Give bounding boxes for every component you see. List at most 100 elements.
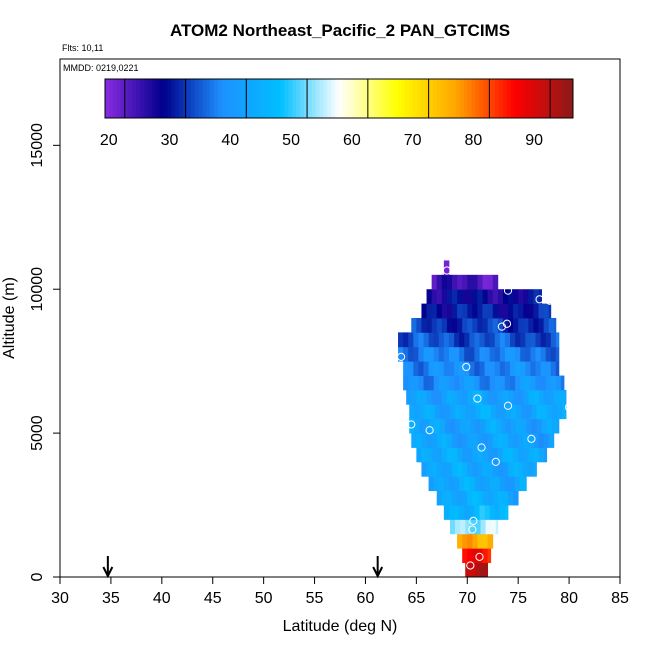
colorbar-swatch bbox=[210, 79, 215, 118]
sample-point bbox=[468, 525, 477, 534]
colorbar-tick-label: 60 bbox=[343, 132, 361, 149]
colorbar-swatch bbox=[374, 79, 379, 118]
colorbar-swatch bbox=[522, 79, 527, 118]
heatmap-cell bbox=[454, 375, 460, 391]
heatmap-cell bbox=[528, 303, 534, 319]
colorbar-swatch bbox=[190, 79, 196, 118]
heatmap-cell bbox=[475, 418, 481, 434]
sample-point bbox=[396, 352, 406, 361]
colorbar-swatch bbox=[186, 79, 192, 118]
colorbar-swatch bbox=[393, 79, 398, 118]
heatmap-cell bbox=[518, 303, 524, 319]
heatmap-cell bbox=[553, 318, 557, 333]
heatmap-cell bbox=[518, 289, 524, 305]
heatmap-cell bbox=[541, 418, 548, 434]
heatmap-cell bbox=[502, 490, 509, 506]
heatmap-cell bbox=[546, 418, 553, 434]
heatmap-cell bbox=[535, 361, 541, 376]
heatmap-cell bbox=[489, 505, 496, 520]
heatmap-cell bbox=[452, 433, 458, 448]
heatmap-cell bbox=[504, 361, 511, 376]
heatmap-cell bbox=[531, 418, 537, 434]
heatmap-cell bbox=[441, 303, 448, 319]
heatmap-cell bbox=[523, 447, 529, 463]
heatmap-cell bbox=[474, 332, 480, 348]
colorbar-swatch bbox=[264, 79, 270, 118]
sample-point bbox=[503, 286, 513, 295]
colorbar-swatch bbox=[194, 79, 200, 118]
heatmap-cell bbox=[465, 404, 471, 420]
heatmap-cell bbox=[439, 404, 446, 420]
heatmap-cell bbox=[513, 490, 519, 506]
heatmap-cell bbox=[431, 447, 438, 463]
heatmap-cell bbox=[484, 375, 491, 391]
heatmap-cell bbox=[436, 490, 443, 506]
colorbar-swatch bbox=[530, 79, 535, 118]
heatmap-cell bbox=[540, 332, 547, 348]
heatmap-cell bbox=[525, 375, 531, 391]
heatmap-cell bbox=[555, 332, 560, 348]
heatmap-cell bbox=[487, 461, 494, 477]
heatmap-cell bbox=[520, 361, 526, 376]
colorbar-swatch bbox=[436, 79, 441, 118]
colorbar-swatch bbox=[565, 79, 570, 118]
heatmap-cell bbox=[533, 447, 539, 463]
colorbar-swatch bbox=[155, 79, 161, 118]
heatmap-cell bbox=[452, 447, 458, 463]
heatmap-cell bbox=[472, 433, 478, 448]
heatmap-cell bbox=[474, 361, 480, 376]
heatmap-cell bbox=[431, 433, 438, 448]
heatmap-cell bbox=[477, 533, 483, 549]
heatmap-cell bbox=[452, 461, 458, 477]
heatmap-cell bbox=[464, 375, 470, 391]
heatmap-cell bbox=[489, 332, 496, 348]
heatmap-cell bbox=[457, 490, 463, 506]
heatmap-cell bbox=[494, 505, 501, 520]
heatmap-cell bbox=[460, 418, 466, 434]
colorbar-swatch bbox=[249, 79, 254, 118]
heatmap-cell bbox=[470, 404, 476, 420]
heatmap-cell bbox=[428, 361, 435, 376]
x-tick-label: 60 bbox=[357, 590, 375, 607]
heatmap-cell bbox=[433, 346, 440, 362]
heatmap-cell bbox=[497, 303, 504, 319]
heatmap-cell bbox=[500, 404, 507, 420]
heatmap-cell bbox=[428, 476, 435, 492]
heatmap-cell bbox=[431, 318, 438, 333]
heatmap-cell bbox=[502, 447, 509, 463]
heatmap-cell bbox=[426, 318, 433, 333]
heatmap-cell bbox=[523, 461, 529, 477]
heatmap-cell bbox=[469, 332, 475, 348]
heatmap-cell bbox=[551, 404, 558, 420]
colorbar-swatch bbox=[120, 79, 125, 118]
heatmap-cell bbox=[446, 318, 453, 333]
colorbar-swatch bbox=[167, 79, 172, 118]
heatmap-cell bbox=[508, 289, 514, 305]
heatmap-cell bbox=[433, 332, 440, 348]
heatmap-cell bbox=[464, 361, 470, 376]
heatmap-cell bbox=[477, 447, 483, 463]
heatmap-cell bbox=[472, 548, 478, 564]
heatmap-cell bbox=[431, 289, 438, 305]
heatmap-cell bbox=[520, 346, 526, 362]
heatmap-cell bbox=[485, 519, 492, 535]
heatmap-cell bbox=[421, 433, 427, 448]
heatmap-cell bbox=[457, 433, 463, 448]
heatmap-cell bbox=[462, 433, 468, 448]
heatmap-cell bbox=[523, 389, 529, 405]
colorbar-swatch bbox=[136, 79, 141, 118]
colorbar-swatch bbox=[311, 79, 317, 118]
colorbar-swatch bbox=[498, 79, 504, 118]
heatmap-cell bbox=[448, 375, 455, 391]
heatmap-cell bbox=[526, 418, 532, 434]
heatmap-cell bbox=[531, 404, 537, 420]
heatmap-cell bbox=[416, 433, 422, 448]
heatmap-cell bbox=[504, 476, 511, 492]
heatmap-cell bbox=[424, 404, 430, 420]
heatmap-cell bbox=[530, 375, 536, 391]
colorbar-swatch bbox=[557, 79, 562, 118]
heatmap-cell bbox=[489, 375, 496, 391]
heatmap-cell bbox=[489, 346, 496, 362]
heatmap-cell bbox=[482, 389, 489, 405]
heatmap-cell bbox=[469, 476, 475, 492]
